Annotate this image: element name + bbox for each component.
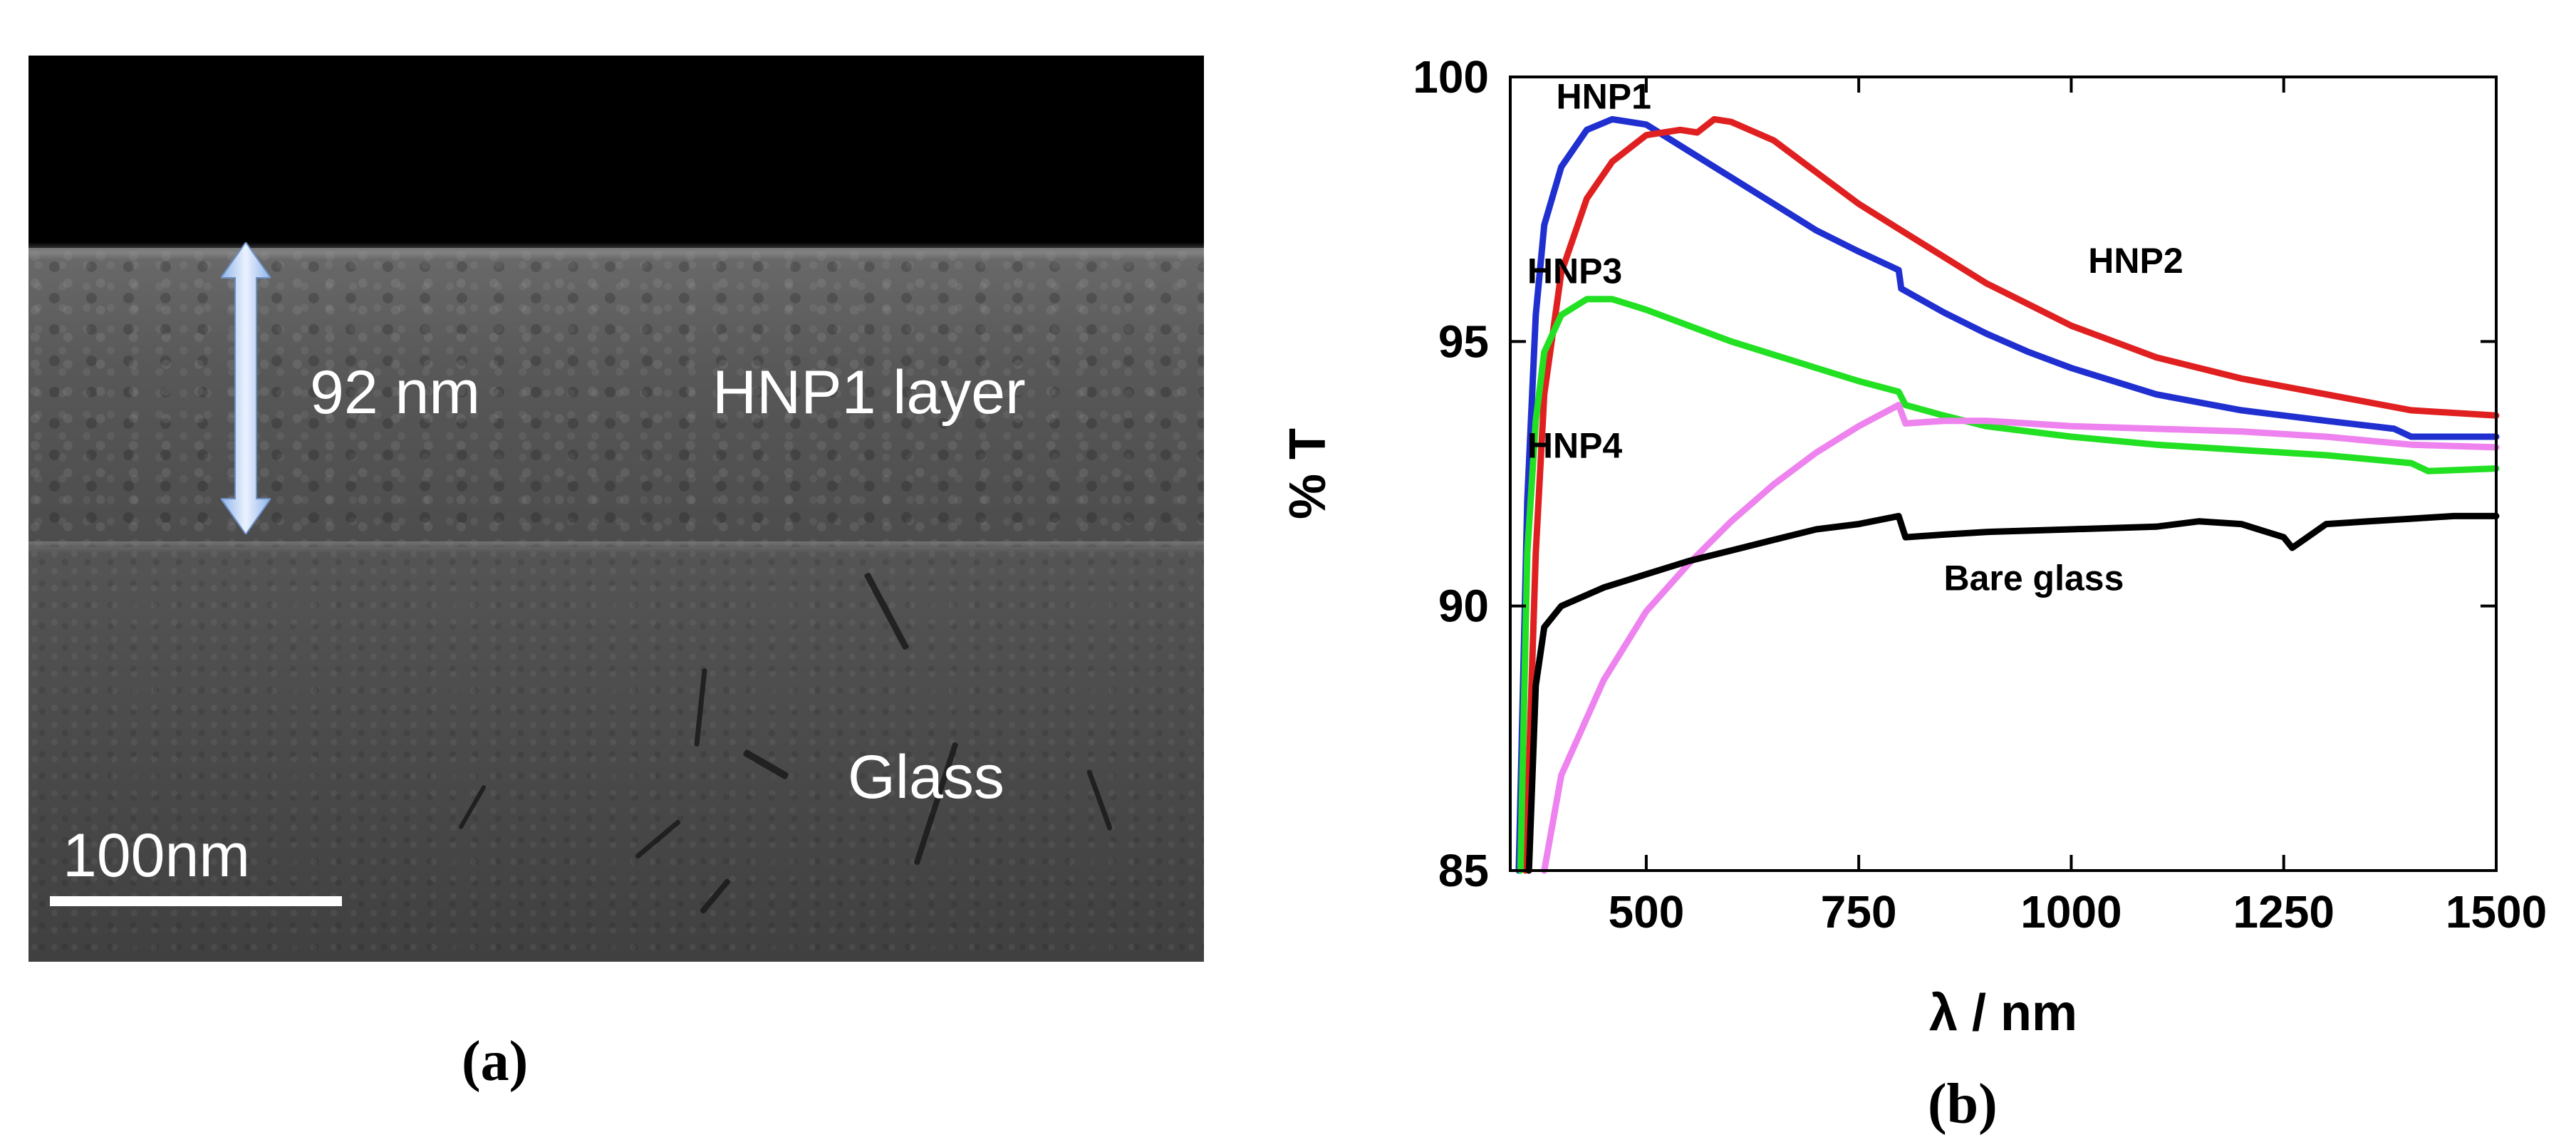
series-label-hnp1: HNP1	[1557, 77, 1651, 117]
glass-substrate-region	[28, 547, 1204, 962]
scale-bar	[50, 896, 342, 906]
transmittance-chart: 500 750 1000 1250 1500 85 90 95 100 λ / nm % T HNP…	[1279, 51, 2547, 1042]
series-line-hnp1	[1515, 115, 2500, 874]
y-tick-label: 95	[1438, 316, 1489, 367]
y-axis-title: % T	[1279, 428, 1336, 519]
y-tick-label: 85	[1438, 845, 1489, 896]
x-tick-label: 750	[1821, 886, 1897, 938]
x-tick-label: 1000	[2020, 886, 2121, 938]
series-label-hnp4: HNP4	[1527, 426, 1623, 466]
x-tick-label: 500	[1609, 886, 1685, 938]
thickness-label: 92 nm	[310, 358, 481, 427]
series-line-bare-glass	[1525, 512, 2500, 874]
panel-a-caption: (a)	[462, 1030, 529, 1093]
layer-label: HNP1 layer	[712, 358, 1026, 427]
labels-layer: λ / nm % T HNP1 HNP2 HNP3 HNP4 Bare glass	[1279, 77, 2183, 1042]
series-line-hnp2	[1522, 115, 2500, 874]
series-layer	[1515, 115, 2500, 874]
hnp1-layer-region	[28, 248, 1204, 547]
series-label-hnp2: HNP2	[2088, 241, 2183, 281]
series-label-bare-glass: Bare glass	[1943, 558, 2124, 598]
x-axis-title: λ / nm	[1929, 985, 2077, 1042]
plot-background	[1510, 77, 2496, 871]
series-line-hnp4	[1541, 402, 2500, 874]
series-label-hnp3: HNP3	[1527, 251, 1622, 291]
substrate-label: Glass	[848, 743, 1004, 811]
y-tick-label: 100	[1413, 51, 1489, 103]
sem-image: 92 nm HNP1 layer Glass 100nm	[28, 56, 1204, 962]
x-tick-label: 1250	[2233, 886, 2334, 938]
plot-frame	[1509, 76, 2498, 872]
x-tick-label: 1500	[2446, 886, 2547, 938]
plot-area	[1510, 77, 2496, 871]
series-line-hnp3	[1517, 296, 2500, 874]
sem-background	[28, 56, 1204, 255]
axes-layer: 500 750 1000 1250 1500 85 90 95 100	[1413, 51, 2547, 938]
layer-surface-edge	[28, 242, 1204, 259]
layer-glass-interface	[28, 541, 1204, 553]
panel-b-caption: (b)	[1928, 1073, 1998, 1136]
thickness-arrow	[221, 242, 271, 534]
y-tick-label: 90	[1438, 581, 1489, 632]
scale-bar-label: 100nm	[63, 821, 250, 890]
